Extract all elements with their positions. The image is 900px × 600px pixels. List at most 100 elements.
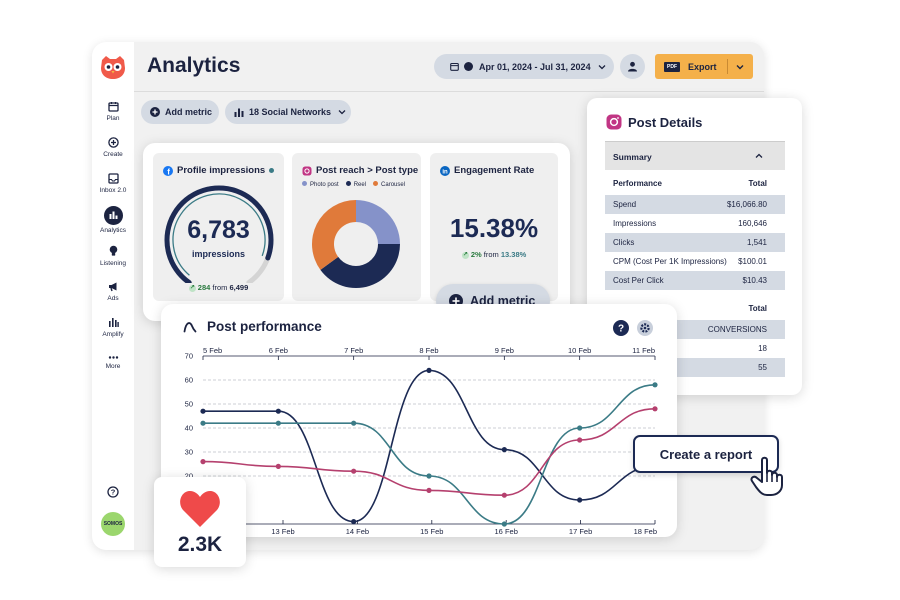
sidebar-item-amplify[interactable]: Amplify bbox=[92, 317, 134, 338]
svg-text:in: in bbox=[442, 169, 448, 175]
sidebar-item-label: Plan bbox=[106, 115, 120, 122]
donut-slice[interactable] bbox=[312, 200, 356, 270]
social-networks-dropdown[interactable]: 18 Social Networks bbox=[225, 100, 351, 124]
sidebar-item-ads[interactable]: Ads bbox=[92, 281, 134, 302]
post-details-title-text: Post Details bbox=[628, 114, 703, 130]
summary-label: Summary bbox=[613, 152, 652, 162]
plus-circle-icon bbox=[107, 137, 119, 148]
post-details-title: Post Details bbox=[606, 114, 702, 130]
svg-text:?: ? bbox=[618, 324, 624, 335]
profile-impressions-tile[interactable]: f Profile impressions 6,783 impressions … bbox=[153, 153, 284, 301]
delta-from-value: 6,499 bbox=[229, 283, 249, 292]
tile-title: f Profile impressions bbox=[163, 165, 275, 176]
divider bbox=[134, 91, 764, 92]
row-value: 160,646 bbox=[738, 219, 767, 228]
donut-slice[interactable] bbox=[356, 200, 400, 244]
post-details-panel: Post Details Summary Performance Total S… bbox=[587, 98, 802, 395]
data-point[interactable] bbox=[501, 492, 507, 498]
table-row: CPM (Cost Per 1K Impressions) $100.01 bbox=[605, 252, 785, 271]
sidebar-item-more[interactable]: More bbox=[92, 355, 134, 370]
more-icon bbox=[108, 356, 118, 359]
social-networks-label: 18 Social Networks bbox=[249, 107, 332, 117]
data-point[interactable] bbox=[200, 459, 206, 465]
sidebar-item-listening[interactable]: Listening bbox=[92, 245, 134, 267]
x-tick-label-top: 7 Feb bbox=[344, 346, 363, 355]
gear-icon[interactable] bbox=[637, 320, 653, 336]
linkedin-icon: in bbox=[440, 165, 450, 176]
sidebar-item-plan[interactable]: Plan bbox=[92, 101, 134, 122]
tile-title: Post reach > Post type bbox=[302, 165, 418, 176]
data-point[interactable] bbox=[652, 382, 658, 388]
x-tick-label-bottom: 15 Feb bbox=[420, 527, 443, 534]
table-row: Impressions 160,646 bbox=[605, 214, 785, 233]
data-point[interactable] bbox=[351, 468, 357, 474]
chevron-down-icon bbox=[598, 64, 606, 69]
add-metric-button[interactable]: Add metric bbox=[141, 100, 219, 124]
sidebar-item-inbox[interactable]: Inbox 2.0 bbox=[92, 173, 134, 194]
delta-value: 2% bbox=[470, 250, 482, 259]
post-reach-legend: Photo post Reel Carousel bbox=[302, 181, 405, 188]
data-point[interactable] bbox=[351, 519, 357, 525]
sidebar-item-label: Ads bbox=[107, 295, 119, 302]
sidebar-item-create[interactable]: Create bbox=[92, 137, 134, 158]
help-icon[interactable]: ? bbox=[613, 320, 629, 336]
donut-slice[interactable] bbox=[320, 244, 400, 289]
impressions-gauge bbox=[164, 185, 274, 283]
data-point[interactable] bbox=[200, 408, 206, 414]
data-point[interactable] bbox=[351, 420, 357, 426]
post-reach-donut bbox=[312, 200, 400, 289]
data-point[interactable] bbox=[577, 497, 583, 503]
legend-item: Photo post bbox=[302, 181, 339, 188]
post-reach-tile[interactable]: Post reach > Post type Photo post Reel C… bbox=[292, 153, 421, 301]
sidebar-item-analytics[interactable]: Analytics bbox=[92, 206, 134, 234]
data-point[interactable] bbox=[275, 463, 281, 469]
post-performance-chart: 20 30 40 50 60 70 5 Feb 6 Feb 7 Feb 8 Feb 9 Feb 10 … bbox=[185, 346, 658, 534]
legend-label: Reel bbox=[353, 182, 367, 188]
data-point[interactable] bbox=[426, 367, 432, 373]
date-range-picker[interactable]: Apr 01, 2024 - Jul 31, 2024 bbox=[434, 54, 614, 79]
page-title: Analytics bbox=[147, 54, 241, 77]
column-header: Total bbox=[748, 304, 767, 313]
create-report-label: Create a report bbox=[659, 446, 753, 462]
table-row: Cost Per Click $10.43 bbox=[605, 271, 785, 290]
x-tick-label-bottom: 13 Feb bbox=[271, 527, 294, 534]
pdf-icon: PDF bbox=[664, 61, 680, 72]
export-button[interactable]: PDF Export bbox=[655, 54, 753, 79]
data-point[interactable] bbox=[501, 447, 507, 453]
plus-circle-icon bbox=[150, 107, 160, 117]
engagement-rate-tile[interactable]: in Engagement Rate 15.38% ↗ 2% from 13.3… bbox=[430, 153, 558, 301]
data-point[interactable] bbox=[652, 406, 658, 412]
megaphone-icon bbox=[108, 282, 116, 292]
data-point[interactable] bbox=[200, 420, 206, 426]
calendar-icon bbox=[450, 62, 459, 71]
data-point[interactable] bbox=[426, 473, 432, 479]
svg-text:?: ? bbox=[111, 488, 116, 497]
owl-logo-icon[interactable] bbox=[99, 54, 127, 80]
data-point[interactable] bbox=[275, 420, 281, 426]
help-icon[interactable]: ? bbox=[107, 486, 119, 498]
likes-tile[interactable]: 2.3K bbox=[154, 477, 246, 567]
sidebar-item-label: Inbox 2.0 bbox=[99, 187, 127, 194]
legend-item: Reel bbox=[345, 181, 367, 188]
engagement-rate-title: Engagement Rate bbox=[454, 165, 535, 176]
table-row: Clicks 1,541 bbox=[605, 233, 785, 252]
date-range-label: Apr 01, 2024 - Jul 31, 2024 bbox=[479, 61, 591, 72]
data-point[interactable] bbox=[275, 408, 281, 414]
user-button[interactable] bbox=[620, 54, 645, 79]
chevron-down-icon bbox=[736, 65, 744, 70]
y-tick-label: 30 bbox=[185, 448, 193, 457]
data-point[interactable] bbox=[426, 487, 432, 493]
data-point[interactable] bbox=[577, 437, 583, 443]
delta-from-value: 13.38% bbox=[500, 250, 527, 259]
divider bbox=[727, 59, 728, 74]
y-tick-label: 50 bbox=[185, 400, 193, 409]
sidebar-item-label: Create bbox=[103, 151, 123, 158]
data-point[interactable] bbox=[501, 521, 507, 527]
legend-swatch bbox=[373, 181, 379, 186]
create-report-button[interactable]: Create a report bbox=[633, 435, 779, 473]
data-point[interactable] bbox=[577, 425, 583, 431]
series-line bbox=[203, 369, 656, 523]
row-value: CONVERSIONS bbox=[707, 325, 767, 334]
avatar[interactable]: SOMOS bbox=[101, 512, 125, 536]
summary-header[interactable]: Summary bbox=[605, 141, 785, 170]
